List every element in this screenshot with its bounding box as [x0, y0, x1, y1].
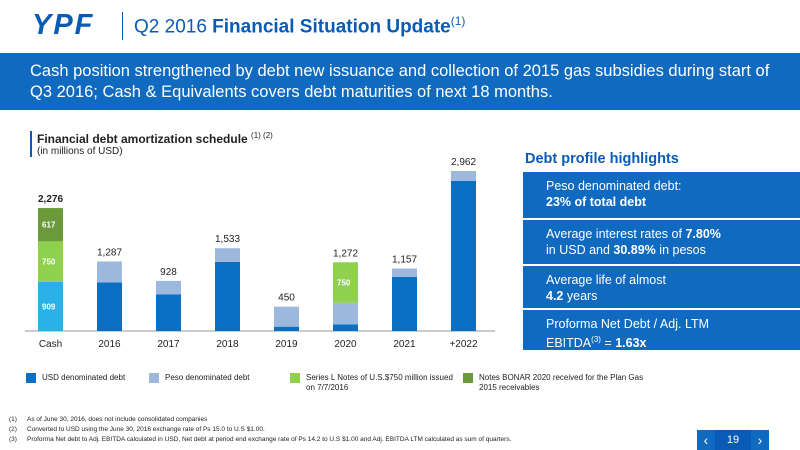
footnote-3-text: Proforma Net debt to Adj. EBITDA calcula… [27, 436, 512, 443]
highlight-ebitda-line1: Proforma Net Debt / Adj. LTM [546, 317, 710, 331]
legend-peso: Peso denominated debt [149, 373, 250, 383]
highlight-ebitda-value: 1.63x [615, 336, 647, 351]
bar-cash-usd [38, 281, 63, 331]
footnote-2: (2) Converted to USD using the June 30, 2… [9, 425, 511, 435]
bar-2020-series-l [333, 262, 358, 303]
category-label-2019: 2019 [275, 339, 298, 350]
title-prefix: Q2 2016 [134, 16, 213, 38]
chart-title-footnote-ref: (1) (2) [251, 131, 273, 140]
bar-2021-peso [392, 268, 417, 277]
bar-2018-peso [215, 248, 240, 262]
footnote-1-number: (1) [9, 416, 17, 423]
summary-text: Cash position strengthened by debt new i… [30, 62, 770, 101]
footnote-2-text: Converted to USD using the June 30, 2016… [27, 426, 265, 433]
ypf-logo: YPF [32, 8, 95, 41]
category-label-2020: 2020 [334, 339, 357, 350]
legend-usd: USD denominated debt [26, 373, 125, 383]
legend-peso-swatch [149, 373, 159, 383]
footnote-1: (1) As of June 30, 2016, does not include… [9, 415, 511, 425]
legend-series-l: Series L Notes of U.S.$750 million issue… [290, 373, 460, 393]
bar-plus2022-usd [451, 180, 476, 331]
total-label-2017: 928 [160, 267, 177, 278]
highlight-peso-line1: Peso denominated debt: [546, 179, 682, 193]
next-slide-button[interactable]: › [751, 430, 769, 450]
legend-usd-swatch [26, 373, 36, 383]
highlight-life-unit: years [563, 289, 598, 303]
total-label-2019: 450 [278, 293, 295, 304]
highlight-rates-pre1: Average interest rates of [546, 227, 686, 241]
category-label-cash: Cash [39, 339, 62, 350]
prev-slide-button[interactable]: ‹ [697, 430, 715, 450]
highlight-rates-usd: 7.80% [685, 227, 721, 241]
highlight-net-debt-ebitda: Proforma Net Debt / Adj. LTM EBITDA(3) =… [523, 310, 800, 350]
legend-series-l-swatch [290, 373, 300, 383]
title-footnote-ref: (1) [450, 14, 466, 28]
bar-2020-usd [333, 324, 358, 331]
segment-label-cash-usd: 909 [42, 302, 56, 311]
bar-2017-usd [156, 294, 181, 331]
footnote-3-number: (3) [9, 436, 17, 443]
segment-label-2020-series-l: 750 [337, 279, 351, 288]
bar-2019-usd [274, 326, 299, 331]
segment-label-cash-bonar: 617 [42, 221, 56, 230]
highlight-life-line1: Average life of almost [546, 273, 666, 287]
total-label-plus2022: 2,962 [451, 157, 476, 168]
legend-bonar: Notes BONAR 2020 received for the Plan G… [463, 373, 663, 393]
bar-2016-peso [97, 261, 122, 283]
bar-2016-usd [97, 282, 122, 331]
highlight-peso-line2: 23% of total debt [546, 195, 647, 209]
category-label-2017: 2017 [157, 339, 180, 350]
bar-2019-peso [274, 306, 299, 327]
total-label-2016: 1,287 [97, 247, 122, 258]
segment-label-cash-series-l: 750 [42, 258, 56, 267]
footnotes: (1) As of June 30, 2016, does not include… [9, 415, 511, 445]
highlight-peso-debt: Peso denominated debt: 23% of total debt [523, 172, 800, 218]
summary-banner: Cash position strengthened by debt new i… [0, 53, 800, 110]
category-label-2018: 2018 [216, 339, 239, 350]
header: YPF Q2 2016 Financial Situation Update(1… [0, 0, 800, 50]
bar-2018-usd [215, 261, 240, 331]
bar-cash-bonar [38, 208, 63, 242]
total-label-2020: 1,272 [333, 248, 358, 259]
highlight-rates-post2: in pesos [655, 243, 706, 257]
category-label-plus2022: +2022 [449, 339, 478, 350]
category-label-2016: 2016 [98, 339, 121, 350]
total-label-cash: 2,276 [38, 194, 63, 205]
title-bold: Financial Situation Update [212, 16, 451, 38]
chart-header: Financial debt amortization schedule (1)… [30, 131, 273, 157]
highlight-ebitda-sup: (3) [591, 335, 601, 344]
chart-title-text: Financial debt amortization schedule [37, 132, 248, 146]
highlight-rates-peso: 30.89% [613, 243, 656, 257]
highlight-ebitda-pre: EBITDA [546, 336, 592, 351]
chart-subtitle: (in millions of USD) [37, 146, 123, 157]
legend-peso-label: Peso denominated debt [165, 373, 250, 382]
highlights-title: Debt profile highlights [525, 151, 679, 167]
legend-bonar-label: Notes BONAR 2020 received for the Plan G… [479, 373, 644, 392]
bar-2017-peso [156, 280, 181, 295]
legend-bonar-swatch [463, 373, 473, 383]
highlight-rates-pre2: in USD and [546, 243, 614, 257]
chart-title: Financial debt amortization schedule (1)… [37, 131, 273, 146]
legend-series-l-label: Series L Notes of U.S.$750 million issue… [306, 373, 453, 392]
bar-cash-series-l [38, 241, 63, 282]
page-title: Q2 2016 Financial Situation Update(1) [134, 14, 465, 38]
slide-number: 19 [726, 434, 740, 446]
total-label-2021: 1,157 [392, 255, 417, 266]
highlight-life-value: 4.2 [546, 289, 564, 303]
bar-2021-usd [392, 276, 417, 331]
total-label-2018: 1,533 [215, 234, 240, 245]
footnote-1-text: As of June 30, 2016, does not include co… [27, 416, 208, 423]
category-label-2021: 2021 [393, 339, 416, 350]
header-separator [122, 12, 123, 40]
slide-pager: ‹ 19 › [697, 430, 769, 450]
footnote-2-number: (2) [9, 426, 17, 433]
legend-usd-label: USD denominated debt [42, 373, 126, 382]
highlight-interest-rates: Average interest rates of 7.80% in USD a… [523, 220, 800, 264]
bar-2020-peso [333, 302, 358, 325]
highlight-ebitda-eq: = [600, 336, 616, 351]
logo-text: YPF [32, 8, 95, 41]
highlight-average-life: Average life of almost 4.2 years [523, 266, 800, 308]
footnote-3: (3) Proforma Net debt to Adj. EBITDA calc… [9, 435, 511, 445]
bar-plus2022-peso [451, 171, 476, 181]
